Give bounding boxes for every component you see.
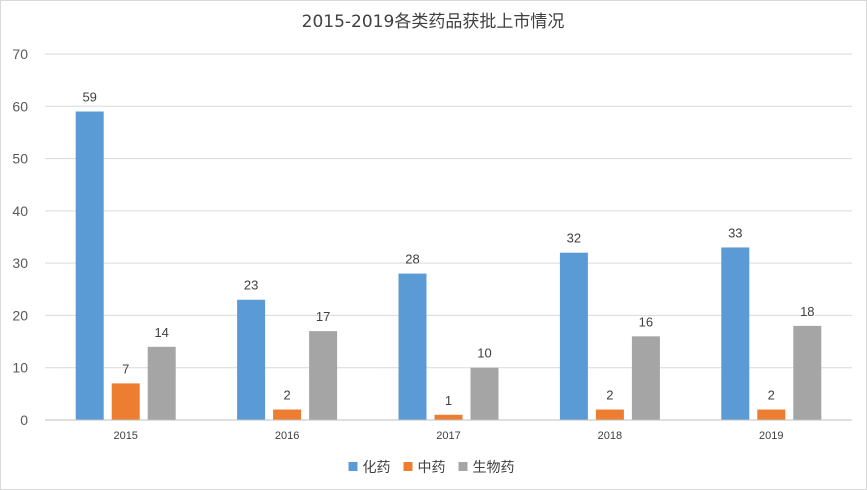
y-axis-ticks: 0 10 20 30 40 50 60 70: [12, 46, 28, 428]
data-label: 1: [445, 393, 452, 408]
y-tick-label: 40: [12, 203, 28, 219]
legend-swatch: [458, 462, 468, 471]
y-tick-label: 60: [12, 98, 28, 114]
data-label: 59: [82, 90, 96, 105]
gridlines: [45, 53, 852, 369]
bar-中药-2019: [757, 409, 786, 420]
legend-swatch: [403, 462, 413, 471]
bar-生物药-2018: [631, 336, 660, 420]
y-tick-label: 50: [12, 151, 28, 167]
bar-化药-2017: [398, 273, 427, 420]
bar-中药-2015: [111, 383, 140, 420]
y-tick-label: 30: [12, 255, 28, 271]
data-label: 16: [639, 314, 653, 329]
bar-化药-2016: [237, 299, 266, 420]
data-labels: 59 7 14 23 2 17 28 1 10 32 2 16 33 2 18: [82, 90, 814, 408]
bar-生物药-2016: [309, 331, 338, 420]
y-tick-label: 0: [20, 412, 28, 428]
bar-生物药-2019: [793, 325, 822, 420]
data-label: 2: [768, 388, 775, 403]
data-label: 14: [154, 325, 168, 340]
data-label: 2: [283, 388, 290, 403]
data-label: 23: [244, 278, 258, 293]
bar-化药-2019: [721, 247, 750, 420]
data-label: 10: [477, 346, 491, 361]
x-tick-label: 2015: [113, 430, 137, 442]
x-tick-label: 2019: [759, 430, 783, 442]
y-tick-label: 20: [12, 307, 28, 323]
bar-中药-2016: [273, 409, 302, 420]
data-label: 32: [567, 231, 581, 246]
legend-label: 中药: [418, 460, 446, 476]
data-label: 7: [122, 361, 129, 376]
bar-化药-2018: [559, 252, 588, 420]
data-label: 33: [728, 225, 742, 240]
data-label: 18: [800, 304, 814, 319]
y-tick-label: 10: [12, 360, 28, 376]
legend: 化药 中药 生物药: [348, 460, 515, 476]
data-label: 28: [405, 252, 419, 267]
data-label: 2: [606, 388, 613, 403]
legend-label: 化药: [363, 460, 391, 476]
x-tick-label: 2017: [436, 430, 460, 442]
bar-生物药-2017: [470, 367, 499, 420]
bar-中药-2017: [434, 414, 463, 420]
legend-label: 生物药: [473, 460, 515, 476]
x-tick-label: 2018: [598, 430, 622, 442]
bar-生物药-2015: [147, 346, 176, 420]
chart-title: 2015-2019各类药品获批上市情况: [302, 12, 565, 32]
bar-化药-2015: [75, 111, 104, 420]
bar-中药-2018: [595, 409, 624, 420]
x-axis-ticks: 2015 2016 2017 2018 2019: [113, 430, 783, 442]
data-label: 17: [316, 309, 330, 324]
y-tick-label: 70: [12, 46, 28, 62]
x-tick-label: 2016: [275, 430, 299, 442]
legend-swatch: [348, 462, 358, 471]
bars: [75, 111, 822, 420]
